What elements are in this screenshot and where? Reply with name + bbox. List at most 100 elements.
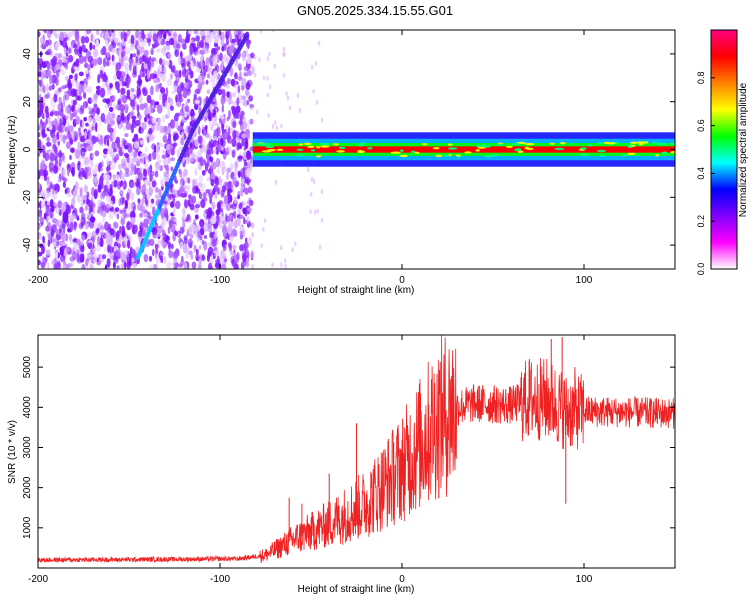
heatmap-noise-cell [225,38,229,46]
heatmap-noise-cell [109,36,114,41]
heatmap-noise-cell [187,177,191,184]
heatmap-sparse-cell [263,218,267,224]
heatmap-noise-cell [192,186,197,194]
heatmap-noise-cell [249,118,254,125]
heatmap-noise-cell [206,30,212,39]
heatmap-noise-cell [211,201,216,210]
carrier-band-speck [315,146,321,149]
heatmap-noise-cell [174,121,179,129]
heatmap-noise-cell [108,106,114,113]
heatmap-noise-cell [213,47,218,55]
carrier-band-speck [636,141,645,144]
heatmap-noise-cell [213,35,220,44]
heatmap-sparse-cell [254,55,257,60]
heatmap-noise-cell [160,178,166,187]
heatmap-noise-cell [153,73,158,80]
heatmap-noise-cell [151,117,157,124]
heatmap-noise-cell [79,206,84,214]
heatmap-noise-cell [195,88,201,95]
heatmap-sparse-cell [262,75,266,81]
heatmap-noise-cell [149,99,156,105]
heatmap-noise-cell [170,166,174,172]
heatmap-noise-cell [136,50,140,56]
heatmap-noise-cell [147,61,151,68]
heatmap-noise-cell [84,223,89,230]
heatmap-noise-cell [168,219,173,229]
heatmap-noise-cell [180,121,184,127]
heatmap-noise-cell [203,129,206,136]
heatmap-noise-cell [213,148,217,155]
heatmap-noise-cell [118,163,122,170]
heatmap-noise-cell [107,226,111,234]
heatmap-noise-cell [45,225,50,232]
heatmap-x-ticks: -200 -100 0 100 [28,30,593,286]
heatmap-noise-cell [228,46,234,55]
heatmap-noise-cell [69,155,72,160]
heatmap-noise-cell [58,149,62,159]
heatmap-noise-cell [145,199,149,205]
heatmap-noise-cell [231,150,236,158]
heatmap-noise-cell [219,114,225,120]
heatmap-noise-cell [147,38,151,47]
heatmap-noise-cell [241,133,247,139]
heatmap-noise-cell [162,158,169,166]
heatmap-noise-cell [38,57,41,66]
heatmap-noise-cell [247,70,252,77]
heatmap-noise-cell [139,46,145,55]
heatmap-noise-cell [145,188,150,196]
heatmap-noise-cell [63,63,68,68]
heatmap-sparse-cell [280,123,283,129]
heatmap-noise-cell [150,48,154,56]
heatmap-noise-cell [61,40,68,48]
heatmap-noise-cell [203,235,208,239]
heatmap-noise-cell [184,105,190,113]
heatmap-noise-cell [123,126,127,132]
heatmap-noise-cell [38,190,42,196]
heatmap-noise-cell [130,34,135,44]
heatmap-noise-cell [126,221,132,231]
heatmap-noise-cell [240,123,244,132]
heatmap-noise-cell [174,30,177,35]
heatmap-noise-cell [130,162,135,172]
heatmap-noise-cell [201,169,206,176]
heatmap-noise-cell [82,217,87,226]
heatmap-noise-cell [237,194,240,200]
heatmap-noise-cell [58,220,62,230]
heatmap-noise-cell [160,251,164,257]
heatmap-sparse-cell [282,46,286,52]
heatmap-noise-cell [221,104,224,113]
heatmap-noise-cell [96,30,100,36]
carrier-band-speck [599,154,605,157]
heatmap-noise-cell [160,238,165,247]
heatmap-noise-cell [138,95,143,104]
heatmap-noise-cell [61,58,68,63]
heatmap-noise-cell [119,44,122,51]
heatmap-noise-cell [71,77,75,88]
heatmap-noise-cell [142,192,146,200]
heatmap-noise-cell [173,114,179,122]
heatmap-noise-cell [63,260,66,265]
heatmap-noise-cell [53,118,58,127]
heatmap-noise-cell [161,73,166,83]
heatmap-noise-cell [42,144,46,155]
heatmap-noise-cell [205,57,210,67]
heatmap-noise-cell [93,104,98,114]
heatmap-noise-cell [119,209,124,214]
heatmap-sparse-cell [318,244,322,250]
carrier-band-speck [670,151,675,154]
heatmap-noise-cell [193,244,197,252]
heatmap-noise-cell [224,258,228,263]
heatmap-noise-cell [143,218,149,228]
heatmap-noise-cell [199,39,205,48]
heatmap-noise-cell [211,238,217,247]
carrier-band-speck [517,150,524,153]
heatmap-x-tick-label: -200 [28,275,48,286]
heatmap-noise-cell [163,32,167,40]
heatmap-noise-cell [81,234,86,241]
heatmap-noise-cell [227,181,233,191]
heatmap-noise-cell [141,184,147,192]
heatmap-noise-cell [213,42,219,48]
heatmap-noise-cell [64,247,68,258]
heatmap-noise-cell [59,118,63,126]
heatmap-noise-cell [80,35,86,45]
